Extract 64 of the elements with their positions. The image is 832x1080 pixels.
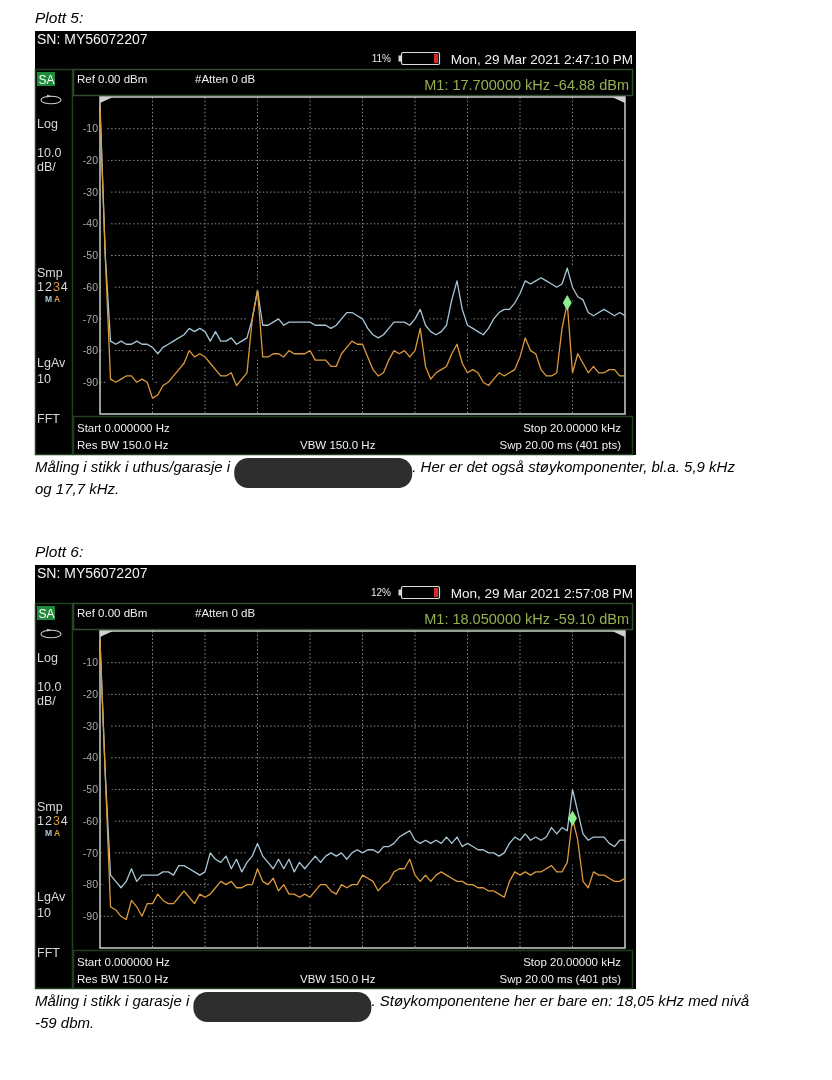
text: Mon, 29 Mar 2021 2:57:08 PM [450,586,633,601]
text: Smp [37,266,63,280]
text: 1234 [37,814,69,828]
y-tick-label: -70 [82,312,99,325]
y-tick-label: -50 [82,249,99,262]
y-tick-label: -60 [82,814,99,827]
text: Mon, 29 Mar 2021 2:47:10 PM [450,52,633,67]
text: #Atten 0 dB [195,73,256,85]
text: Måling i stikk i uthus/garasje i [35,458,231,475]
text: Stop 20.00000 kHz [523,422,622,434]
y-tick-label: -10 [82,122,99,135]
text: VBW 150.0 Hz [300,973,376,985]
chart-subtitle: SN: MY56072207 [37,565,148,581]
text: Start 0.000000 Hz [77,956,170,968]
y-tick-label: -30 [82,719,99,732]
text: 11% [371,53,392,64]
text: 12% [370,587,392,598]
text: Res BW 150.0 Hz [77,973,169,985]
text: MA [45,828,63,838]
text: dB/ [37,160,57,174]
y-tick-label: -90 [82,909,99,922]
y-tick-label: -10 [82,656,99,669]
y-tick-label: -40 [82,751,99,764]
text: SA [38,606,55,621]
text: Res BW 150.0 Hz [77,439,169,451]
y-tick-label: -50 [82,783,99,796]
text: Swp 20.00 ms (401 pts) [499,973,622,985]
y-tick-label: -20 [82,154,99,167]
text: 10 [37,372,51,386]
text: 10.0 [37,146,62,160]
text: FFT [37,412,61,426]
text: 10.0 [37,680,62,694]
text: Ref 0.00 dBm [77,73,148,85]
y-tick-label: -90 [82,375,99,388]
text: 1234 [37,280,69,294]
y-tick-label: -80 [82,878,99,891]
y-tick-label: -60 [82,280,99,293]
text: Ref 0.00 dBm [77,607,148,619]
text: M1: 18.050000 kHz -59.10 dBm [424,610,629,627]
text: Swp 20.00 ms (401 pts) [499,439,622,451]
text: Stop 20.00000 kHz [523,956,622,968]
text: #Atten 0 dB [195,607,256,619]
text: SA [38,72,55,87]
text: LgAv [37,890,67,904]
y-tick-label: -30 [82,185,99,198]
text: FFT [37,946,61,960]
text: VBW 150.0 Hz [300,439,376,451]
text: LgAv [37,356,67,370]
text: Start 0.000000 Hz [77,422,170,434]
text: dB/ [37,694,57,708]
chart-title: Plott 5: [35,9,84,26]
chart-subtitle: SN: MY56072207 [37,31,148,47]
y-tick-label: -20 [82,688,99,701]
text: M1: 17.700000 kHz -64.88 dBm [424,76,629,93]
text: MA [45,294,63,304]
chart-title: Plott 6: [35,543,84,560]
y-tick-label: -40 [82,217,99,230]
y-tick-label: -70 [82,846,99,859]
text: Log [37,651,58,665]
text: Log [37,117,58,131]
text: Smp [37,800,63,814]
text: Måling i stikk i garasje i [35,992,190,1009]
text: 10 [37,906,51,920]
y-tick-label: -80 [82,344,99,357]
